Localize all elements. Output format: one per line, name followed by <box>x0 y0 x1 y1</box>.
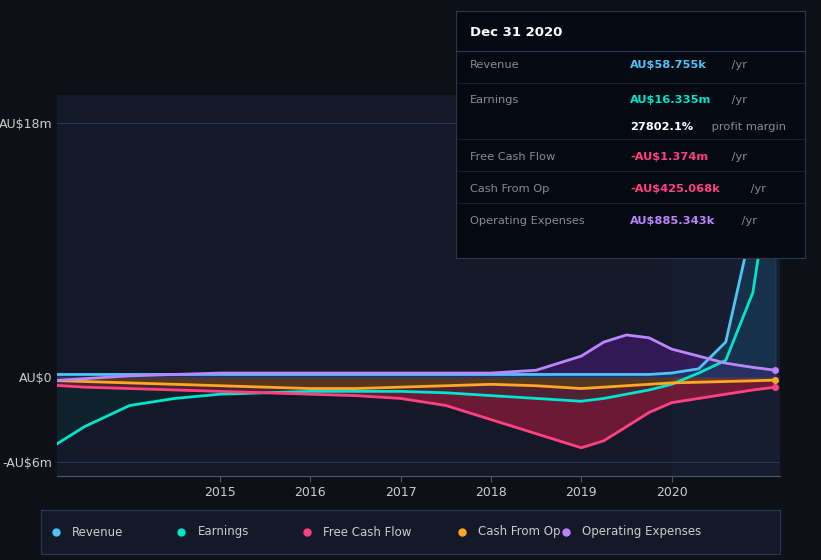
Text: Free Cash Flow: Free Cash Flow <box>470 152 555 162</box>
Text: AU$16.335m: AU$16.335m <box>631 95 712 105</box>
Text: /yr: /yr <box>747 184 766 194</box>
Text: Revenue: Revenue <box>72 525 123 539</box>
Text: Cash From Op: Cash From Op <box>479 525 561 539</box>
Text: profit margin: profit margin <box>709 122 787 132</box>
Text: Operating Expenses: Operating Expenses <box>582 525 701 539</box>
Text: Earnings: Earnings <box>470 95 519 105</box>
Text: /yr: /yr <box>728 60 747 71</box>
Text: 27802.1%: 27802.1% <box>631 122 693 132</box>
Text: Revenue: Revenue <box>470 60 519 71</box>
Text: -AU$425.068k: -AU$425.068k <box>631 184 720 194</box>
Text: Dec 31 2020: Dec 31 2020 <box>470 26 562 39</box>
Bar <box>672 95 780 476</box>
Text: /yr: /yr <box>728 152 747 162</box>
Text: Operating Expenses: Operating Expenses <box>470 216 585 226</box>
Text: Cash From Op: Cash From Op <box>470 184 549 194</box>
Text: AU$885.343k: AU$885.343k <box>631 216 715 226</box>
Text: Free Cash Flow: Free Cash Flow <box>323 525 411 539</box>
Text: /yr: /yr <box>728 95 747 105</box>
Text: AU$58.755k: AU$58.755k <box>631 60 707 71</box>
Text: -AU$1.374m: -AU$1.374m <box>631 152 709 162</box>
Text: Earnings: Earnings <box>198 525 249 539</box>
Text: /yr: /yr <box>737 216 757 226</box>
